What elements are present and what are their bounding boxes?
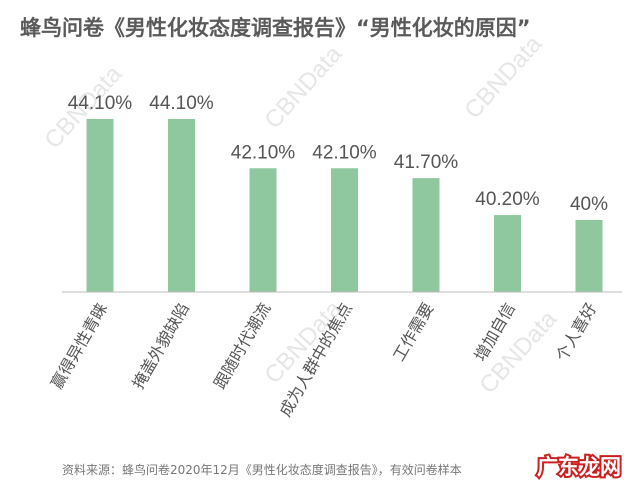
watermark-text: CBNData <box>259 40 347 134</box>
bar <box>412 178 440 292</box>
bar <box>575 220 603 292</box>
bar-value-label: 44.10% <box>149 93 214 114</box>
watermark-text: CBNData <box>459 30 547 124</box>
chart-title: 蜂鸟问卷《男性化妆态度调查报告》“男性化妆的原因” <box>20 16 531 40</box>
bar-value-label: 42.10% <box>312 142 377 163</box>
category-label: 工作需要 <box>389 300 437 365</box>
category-label: 跟随时代潮流 <box>210 300 274 393</box>
bar <box>86 119 114 292</box>
category-label: 个人喜好 <box>552 300 600 365</box>
bars-layer <box>86 119 603 292</box>
bar-value-label: 41.70% <box>394 152 459 173</box>
bar <box>168 119 195 292</box>
bar-value-label: 44.10% <box>68 93 133 114</box>
category-label: 赢得异性青睐 <box>47 300 111 393</box>
bar <box>494 215 521 292</box>
value-labels-layer: 44.10% 44.10% 42.10% 42.10% 41.70% 40.20% 40% <box>68 93 608 215</box>
bar <box>249 168 277 292</box>
bar <box>331 168 358 292</box>
bar-value-label: 40% <box>570 194 608 215</box>
site-logo: 广东龙网 <box>530 447 628 485</box>
bar-value-label: 40.20% <box>475 189 540 210</box>
bar-value-label: 42.10% <box>231 142 296 163</box>
category-label: 掩盖外貌缺陷 <box>129 300 193 393</box>
svg-text:广东龙网: 广东龙网 <box>537 455 621 479</box>
source-note: 资料来源：蜂鸟问卷2020年12月《男性化妆态度调查报告》，有效问卷样本 <box>62 463 462 477</box>
